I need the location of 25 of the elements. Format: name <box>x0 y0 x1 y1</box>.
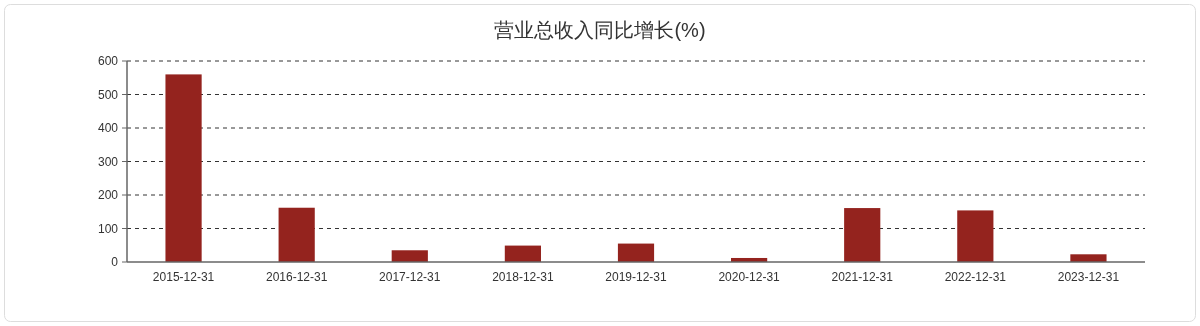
x-tick-label: 2015-12-31 <box>152 270 215 284</box>
x-tick-label: 2023-12-31 <box>1057 270 1120 284</box>
x-tick-label: 2018-12-31 <box>492 270 554 284</box>
bar <box>504 245 541 262</box>
bar <box>957 210 994 262</box>
x-tick-label: 2019-12-31 <box>605 270 668 284</box>
x-tick-label: 2016-12-31 <box>265 270 328 284</box>
x-tick-label: 2022-12-31 <box>944 270 1007 284</box>
bar <box>844 208 881 262</box>
bar <box>278 207 315 262</box>
bar <box>391 250 428 262</box>
y-tick-label: 500 <box>97 87 119 102</box>
x-tick-label: 2021-12-31 <box>831 270 894 284</box>
y-tick-label: 100 <box>97 221 119 236</box>
y-tick-label: 400 <box>97 121 119 135</box>
bar <box>1070 254 1107 262</box>
y-tick-label: 300 <box>97 154 119 169</box>
bar <box>165 74 202 262</box>
y-tick-label: 200 <box>97 188 119 202</box>
y-tick-label: 0 <box>111 255 119 269</box>
y-tick-label: 600 <box>97 54 119 68</box>
chart-title: 营业总收入同比增长(%) <box>494 19 706 41</box>
x-tick-label: 2020-12-31 <box>718 270 781 284</box>
x-tick-label: 2017-12-31 <box>379 270 441 284</box>
bar <box>617 243 655 262</box>
